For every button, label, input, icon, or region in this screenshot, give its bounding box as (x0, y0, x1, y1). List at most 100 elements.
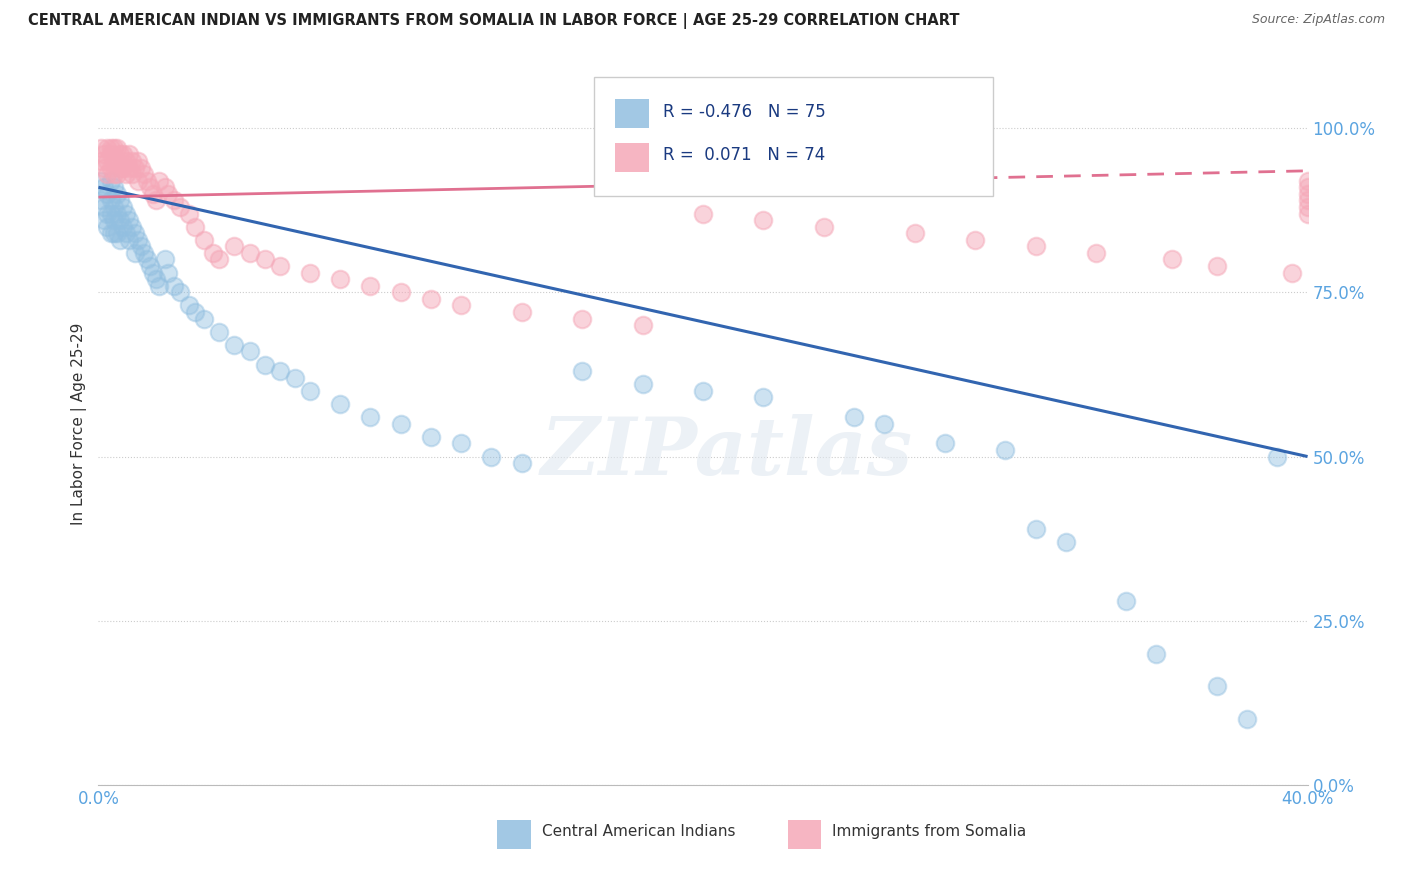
Point (284, 370, 307, 384)
Point (100, 141, 122, 155)
Point (111, 147, 134, 161)
Point (114, 206, 136, 220)
Point (103, 213, 125, 227)
Point (103, 226, 125, 240)
FancyBboxPatch shape (595, 77, 993, 196)
Point (135, 174, 157, 188)
Point (148, 174, 170, 188)
Point (127, 233, 149, 247)
Text: Source: ZipAtlas.com: Source: ZipAtlas.com (1251, 13, 1385, 27)
Point (93, 180, 115, 194)
Point (148, 278, 170, 293)
Point (105, 153, 128, 168)
Point (1236, 712, 1258, 726)
Point (510, 305, 533, 319)
FancyBboxPatch shape (614, 143, 648, 171)
Point (132, 167, 155, 181)
Point (93, 161, 115, 175)
Point (329, 272, 352, 286)
Point (103, 200, 125, 214)
Point (193, 233, 215, 247)
Point (1296, 174, 1319, 188)
Y-axis label: In Labor Force | Age 25-29: In Labor Force | Age 25-29 (72, 323, 87, 524)
Point (253, 358, 276, 372)
Point (420, 292, 443, 306)
Point (179, 206, 201, 220)
Point (844, 410, 866, 425)
Point (90, 194, 112, 208)
Point (202, 246, 225, 260)
Point (100, 194, 122, 208)
Point (1296, 206, 1319, 220)
Point (93, 147, 115, 161)
Text: R = -0.476   N = 75: R = -0.476 N = 75 (664, 103, 825, 120)
Point (208, 252, 231, 267)
Point (510, 456, 533, 470)
Point (184, 305, 207, 319)
Point (108, 161, 131, 175)
Point (299, 384, 322, 398)
Point (360, 278, 382, 293)
Point (450, 298, 472, 312)
Point (124, 246, 146, 260)
Point (904, 226, 927, 240)
Point (100, 174, 122, 188)
Point (90, 174, 112, 188)
Point (100, 161, 122, 175)
Text: ZIPatlas: ZIPatlas (541, 414, 914, 491)
Point (1115, 594, 1137, 608)
Point (253, 252, 276, 267)
Point (96, 206, 118, 220)
Point (269, 259, 291, 273)
FancyBboxPatch shape (614, 99, 648, 128)
Point (111, 161, 134, 175)
Point (873, 417, 896, 431)
Point (631, 377, 654, 392)
Point (132, 246, 155, 260)
Point (965, 233, 987, 247)
Point (142, 186, 165, 201)
Point (93, 213, 115, 227)
Point (127, 153, 149, 168)
Point (103, 153, 125, 168)
Point (118, 213, 141, 227)
Point (153, 180, 176, 194)
Point (481, 450, 503, 464)
Point (156, 266, 179, 280)
Point (90, 153, 112, 168)
Point (100, 206, 122, 220)
Point (114, 226, 136, 240)
Point (114, 167, 136, 181)
Point (105, 186, 128, 201)
Point (100, 226, 122, 240)
Point (994, 442, 1017, 457)
Text: Immigrants from Somalia: Immigrants from Somalia (832, 824, 1026, 839)
Point (121, 219, 143, 234)
Point (118, 147, 141, 161)
Point (111, 219, 134, 234)
Text: R =  0.071   N = 74: R = 0.071 N = 74 (664, 146, 825, 164)
Point (121, 153, 143, 168)
Point (145, 272, 167, 286)
Point (118, 161, 141, 175)
Point (169, 200, 191, 214)
Point (752, 213, 775, 227)
Point (1160, 252, 1182, 267)
FancyBboxPatch shape (787, 820, 821, 848)
Point (105, 167, 128, 181)
Point (169, 285, 191, 300)
Point (118, 233, 141, 247)
Point (153, 252, 176, 267)
Point (184, 219, 207, 234)
Text: Central American Indians: Central American Indians (543, 824, 735, 839)
Point (163, 194, 186, 208)
Point (96, 153, 118, 168)
Point (100, 147, 122, 161)
Point (1024, 522, 1046, 536)
Point (124, 226, 146, 240)
FancyBboxPatch shape (498, 820, 531, 848)
Point (1296, 186, 1319, 201)
Point (1281, 266, 1303, 280)
Point (389, 417, 412, 431)
Point (1085, 246, 1108, 260)
